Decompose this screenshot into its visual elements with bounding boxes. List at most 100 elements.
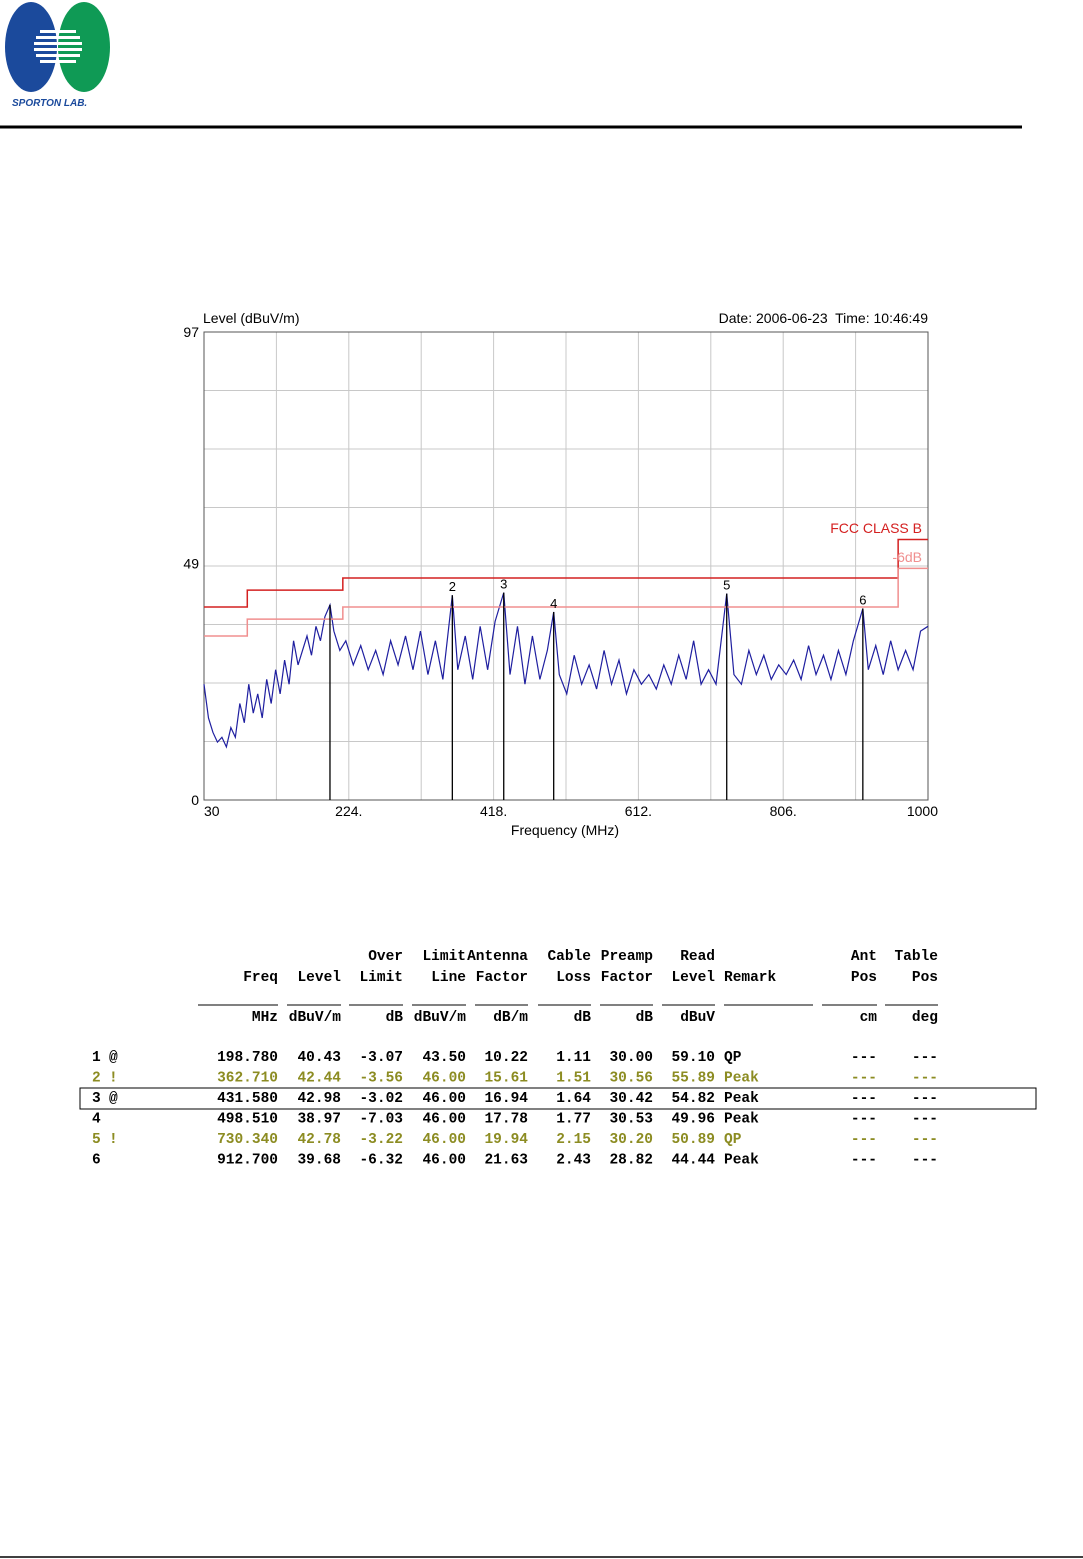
table-cell: 498.510 — [217, 1112, 278, 1128]
table-cell: --- — [851, 1050, 877, 1066]
table-cell: --- — [912, 1132, 938, 1148]
marker-label: 6 — [859, 593, 866, 608]
table-cell: 1.77 — [556, 1112, 591, 1128]
table-cell: -7.03 — [359, 1112, 403, 1128]
table-cell: -3.02 — [359, 1091, 403, 1107]
column-unit: dB — [574, 1010, 592, 1026]
column-header: Line — [431, 970, 466, 986]
column-header: Remark — [724, 970, 777, 986]
table-cell: 39.68 — [297, 1153, 341, 1169]
column-unit: cm — [860, 1010, 878, 1026]
table-cell: 1.51 — [556, 1071, 591, 1087]
table-cell: 40.43 — [297, 1050, 341, 1066]
x-tick-label: 224. — [335, 803, 362, 819]
legend-label: FCC CLASS B — [830, 520, 922, 536]
table-cell: 42.44 — [297, 1071, 341, 1087]
table-cell: 730.340 — [217, 1132, 278, 1148]
table-cell: -3.22 — [359, 1132, 403, 1148]
table-cell: 46.00 — [422, 1112, 466, 1128]
y-tick-label: 49 — [183, 556, 199, 572]
column-header: Read — [680, 949, 715, 965]
table-cell: 59.10 — [671, 1050, 715, 1066]
marker-label: 3 — [500, 577, 507, 592]
x-tick-label: 418. — [480, 803, 507, 819]
column-unit: deg — [912, 1010, 938, 1026]
row-flag: ! — [109, 1132, 118, 1148]
column-header: Freq — [243, 970, 278, 986]
table-cell: --- — [912, 1050, 938, 1066]
logo-stripes — [34, 30, 82, 63]
row-number: 3 — [92, 1091, 101, 1107]
column-header: Level — [297, 970, 341, 986]
column-unit: dBuV/m — [414, 1010, 467, 1026]
row-number: 2 — [92, 1071, 101, 1087]
series-line — [203, 592, 929, 749]
column-header: Ant — [851, 949, 877, 965]
table-cell: --- — [851, 1091, 877, 1107]
table-cell: 46.00 — [422, 1071, 466, 1087]
logo-blue — [5, 2, 57, 92]
table-cell: 54.82 — [671, 1091, 715, 1107]
table-cell: 198.780 — [217, 1050, 278, 1066]
column-header: Pos — [851, 970, 877, 986]
column-header: Pos — [912, 970, 938, 986]
row-number: 4 — [92, 1112, 101, 1128]
table-cell: --- — [912, 1091, 938, 1107]
column-header: Factor — [601, 970, 653, 986]
marker-label: 5 — [723, 578, 730, 593]
marker-label: 4 — [550, 596, 557, 611]
table-cell: 912.700 — [217, 1153, 278, 1169]
y-tick-label: 0 — [191, 792, 199, 808]
table-cell: --- — [851, 1071, 877, 1087]
table-cell: 30.20 — [609, 1132, 653, 1148]
table-cell: 431.580 — [217, 1091, 278, 1107]
table-cell: --- — [851, 1153, 877, 1169]
date-time: Date: 2006-06-23 Time: 10:46:49 — [719, 310, 929, 326]
table-cell: 2.15 — [556, 1132, 591, 1148]
table-cell: 49.96 — [671, 1112, 715, 1128]
table-cell: 46.00 — [422, 1132, 466, 1148]
table-cell: 50.89 — [671, 1132, 715, 1148]
table-cell: QP — [724, 1050, 742, 1066]
column-header: Antenna — [467, 949, 528, 965]
table-cell: Peak — [724, 1153, 759, 1169]
column-unit: dBuV/m — [289, 1010, 342, 1026]
column-header: Loss — [556, 970, 591, 986]
table-cell: 1.11 — [556, 1050, 591, 1066]
x-tick-label: 30 — [204, 803, 220, 819]
x-tick-label: 806. — [770, 803, 797, 819]
table-cell: 44.44 — [671, 1153, 715, 1169]
column-unit: MHz — [252, 1010, 278, 1026]
column-header: Over — [368, 949, 403, 965]
column-header: Factor — [476, 970, 528, 986]
column-header: Cable — [547, 949, 591, 965]
table-cell: -3.07 — [359, 1050, 403, 1066]
table-cell: 362.710 — [217, 1071, 278, 1087]
table-cell: --- — [912, 1112, 938, 1128]
table-cell: --- — [851, 1132, 877, 1148]
table-cell: 10.22 — [484, 1050, 528, 1066]
table-cell: Peak — [724, 1112, 759, 1128]
table-cell: 15.61 — [484, 1071, 528, 1087]
table-cell: 28.82 — [609, 1153, 653, 1169]
row-flag: @ — [109, 1050, 118, 1066]
table-cell: 42.78 — [297, 1132, 341, 1148]
column-header: Limit — [422, 949, 466, 965]
series-line — [204, 538, 928, 608]
column-header: Limit — [359, 970, 403, 986]
table-cell: 30.42 — [609, 1091, 653, 1107]
table-cell: 42.98 — [297, 1091, 341, 1107]
table-cell: --- — [912, 1153, 938, 1169]
row-number: 1 — [92, 1050, 101, 1066]
logo-green — [58, 2, 110, 92]
table-cell: --- — [912, 1071, 938, 1087]
row-flag: @ — [109, 1091, 118, 1107]
table-cell: 21.63 — [484, 1153, 528, 1169]
column-header: Table — [894, 949, 938, 965]
row-number: 6 — [92, 1153, 101, 1169]
column-header: Preamp — [601, 949, 654, 965]
y-axis-label: Level (dBuV/m) — [203, 310, 299, 326]
row-flag: ! — [109, 1071, 118, 1087]
x-axis-label: Frequency (MHz) — [511, 822, 619, 838]
table-cell: 30.56 — [609, 1071, 653, 1087]
